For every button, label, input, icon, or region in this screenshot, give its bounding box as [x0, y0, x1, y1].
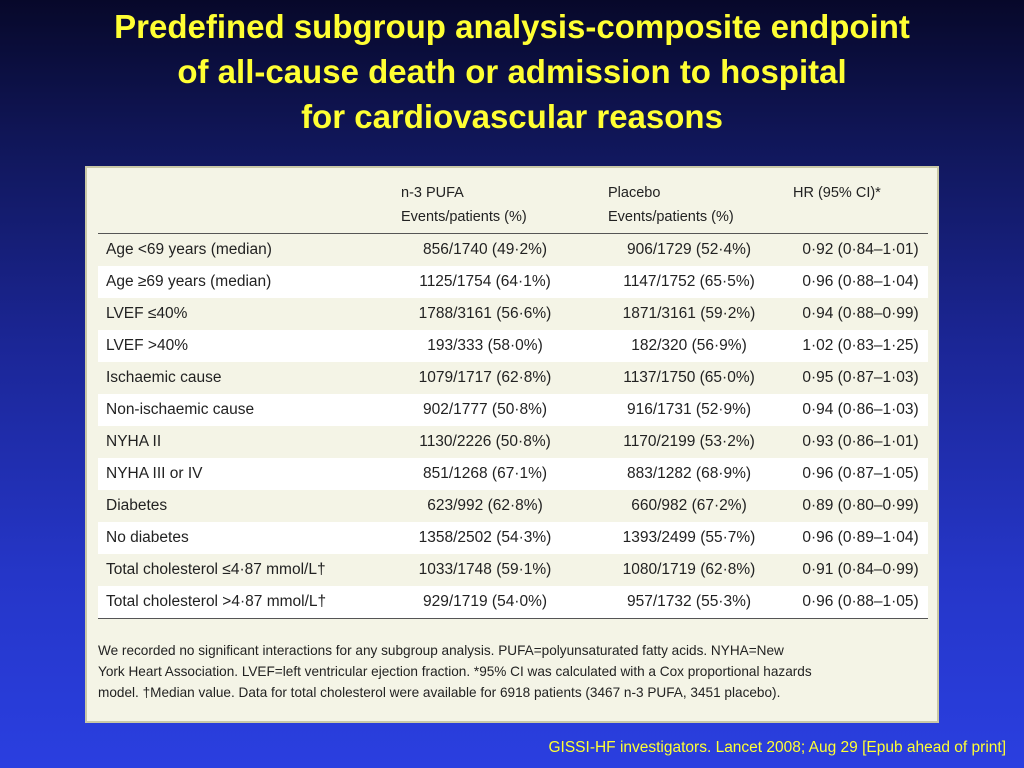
table-row: Total cholesterol ≤4·87 mmol/L† 1033/1748… [98, 554, 928, 586]
footnote-line-2: York Heart Association. LVEF=left ventri… [98, 664, 812, 679]
pufa-events-cell: 1788/3161 (56·6%) [418, 305, 552, 322]
subgroup-cell: No diabetes [106, 529, 189, 546]
placebo-events-cell: 916/1731 (52·9%) [626, 401, 752, 418]
placebo-events-cell: 1080/1719 (62·8%) [622, 561, 756, 578]
hazard-ratio-cell: 0·91 (0·84–0·99) [802, 561, 919, 578]
hazard-ratio-cell: 0·96 (0·89–1·04) [802, 529, 919, 546]
table-row: Non-ischaemic cause 902/1777 (50·8%) 916/1… [98, 394, 928, 426]
table-row: No diabetes 1358/2502 (54·3%) 1393/2499 (5… [98, 522, 928, 554]
placebo-events-cell: 660/982 (67·2%) [631, 497, 747, 514]
subgroup-cell: Diabetes [106, 497, 168, 514]
table-row: NYHA II 1130/2226 (50·8%) 1170/2199 (53·2%… [98, 426, 928, 458]
table-row: Diabetes 623/992 (62·8%) 660/982 (67·2%) 0·… [98, 490, 928, 522]
table-row: Ischaemic cause 1079/1717 (62·8%) 1137/175… [98, 362, 928, 394]
pufa-events-cell: 856/1740 (49·2%) [422, 241, 548, 258]
slide-title: Predefined subgroup analysis-composite e… [0, 4, 1024, 139]
placebo-events-cell: 1871/3161 (59·2%) [622, 305, 756, 322]
placebo-events-cell: 906/1729 (52·4%) [626, 241, 752, 258]
header-pufa-line-2: Events/patients (%) [401, 209, 527, 225]
footnote-line-3: model. †Median value. Data for total cho… [98, 685, 781, 700]
hazard-ratio-cell: 0·96 (0·88–1·04) [802, 273, 919, 290]
header-placebo-line-1: Placebo [608, 185, 661, 201]
subgroup-table-panel: n-3 PUFA Events/patients (%) Placebo Eve… [85, 166, 939, 723]
subgroup-cell: NYHA II [106, 433, 162, 450]
table-row: LVEF ≤40% 1788/3161 (56·6%) 1871/3161 (59·… [98, 298, 928, 330]
hazard-ratio-cell: 0·94 (0·88–0·99) [802, 305, 919, 322]
table-bottom-rule [98, 618, 928, 619]
placebo-events-cell: 1393/2499 (55·7%) [622, 529, 756, 546]
subgroup-cell: Total cholesterol ≤4·87 mmol/L† [106, 561, 326, 578]
placebo-events-cell: 1137/1750 (65·0%) [623, 369, 755, 386]
header-placebo-line-2: Events/patients (%) [608, 209, 734, 225]
hazard-ratio-cell: 1·02 (0·83–1·25) [802, 337, 919, 354]
hazard-ratio-cell: 0·95 (0·87–1·03) [802, 369, 919, 386]
subgroup-cell: Age <69 years (median) [106, 241, 272, 258]
slide-title-line-2: of all-cause death or admission to hospi… [177, 53, 847, 90]
hazard-ratio-cell: 0·96 (0·87–1·05) [802, 465, 919, 482]
placebo-events-cell: 957/1732 (55·3%) [626, 593, 752, 610]
pufa-events-cell: 1358/2502 (54·3%) [418, 529, 552, 546]
table-row: LVEF >40% 193/333 (58·0%) 182/320 (56·9%) 1… [98, 330, 928, 362]
table-body: Age <69 years (median) 856/1740 (49·2%) 90… [98, 234, 928, 618]
placebo-events-cell: 883/1282 (68·9%) [626, 465, 752, 482]
hazard-ratio-cell: 0·94 (0·86–1·03) [802, 401, 919, 418]
placebo-events-cell: 1147/1752 (65·5%) [623, 273, 755, 290]
table-header: n-3 PUFA Events/patients (%) Placebo Eve… [98, 176, 928, 233]
placebo-events-cell: 1170/2199 (53·2%) [623, 433, 755, 450]
subgroup-cell: NYHA III or IV [106, 465, 203, 482]
table-row: Age ≥69 years (median) 1125/1754 (64·1%) 1… [98, 266, 928, 298]
slide-title-line-1: Predefined subgroup analysis-composite e… [114, 8, 910, 45]
slide-title-line-3: for cardiovascular reasons [301, 98, 723, 135]
subgroup-table: n-3 PUFA Events/patients (%) Placebo Eve… [98, 176, 928, 619]
subgroup-cell: Non-ischaemic cause [106, 401, 255, 418]
header-pufa: n-3 PUFA Events/patients (%) [401, 181, 527, 229]
pufa-events-cell: 902/1777 (50·8%) [422, 401, 548, 418]
subgroup-cell: Age ≥69 years (median) [106, 273, 272, 290]
subgroup-cell: Ischaemic cause [106, 369, 222, 386]
hazard-ratio-cell: 0·93 (0·86–1·01) [802, 433, 919, 450]
header-hr-label: HR (95% CI)* [793, 185, 881, 201]
pufa-events-cell: 193/333 (58·0%) [427, 337, 543, 354]
citation: GISSI-HF investigators. Lancet 2008; Aug… [548, 739, 1006, 756]
table-row: NYHA III or IV 851/1268 (67·1%) 883/1282 (… [98, 458, 928, 490]
pufa-events-cell: 1125/1754 (64·1%) [419, 273, 551, 290]
placebo-events-cell: 182/320 (56·9%) [631, 337, 747, 354]
subgroup-cell: LVEF ≤40% [106, 305, 188, 322]
header-placebo: Placebo Events/patients (%) [608, 181, 734, 229]
hazard-ratio-cell: 0·89 (0·80–0·99) [802, 497, 919, 514]
pufa-events-cell: 1130/2226 (50·8%) [419, 433, 551, 450]
pufa-events-cell: 1033/1748 (59·1%) [418, 561, 552, 578]
footnote-line-1: We recorded no significant interactions … [98, 643, 784, 658]
hazard-ratio-cell: 0·92 (0·84–1·01) [802, 241, 919, 258]
table-footnote: We recorded no significant interactions … [98, 640, 933, 703]
hazard-ratio-cell: 0·96 (0·88–1·05) [802, 593, 919, 610]
subgroup-cell: Total cholesterol >4·87 mmol/L† [106, 593, 327, 610]
pufa-events-cell: 851/1268 (67·1%) [422, 465, 548, 482]
pufa-events-cell: 929/1719 (54·0%) [422, 593, 548, 610]
header-hr: HR (95% CI)* [793, 181, 881, 205]
table-row: Age <69 years (median) 856/1740 (49·2%) 90… [98, 234, 928, 266]
subgroup-cell: LVEF >40% [106, 337, 188, 354]
table-row: Total cholesterol >4·87 mmol/L† 929/1719 … [98, 586, 928, 618]
pufa-events-cell: 1079/1717 (62·8%) [418, 369, 552, 386]
pufa-events-cell: 623/992 (62·8%) [427, 497, 543, 514]
header-rule [98, 233, 928, 234]
header-pufa-line-1: n-3 PUFA [401, 185, 464, 201]
